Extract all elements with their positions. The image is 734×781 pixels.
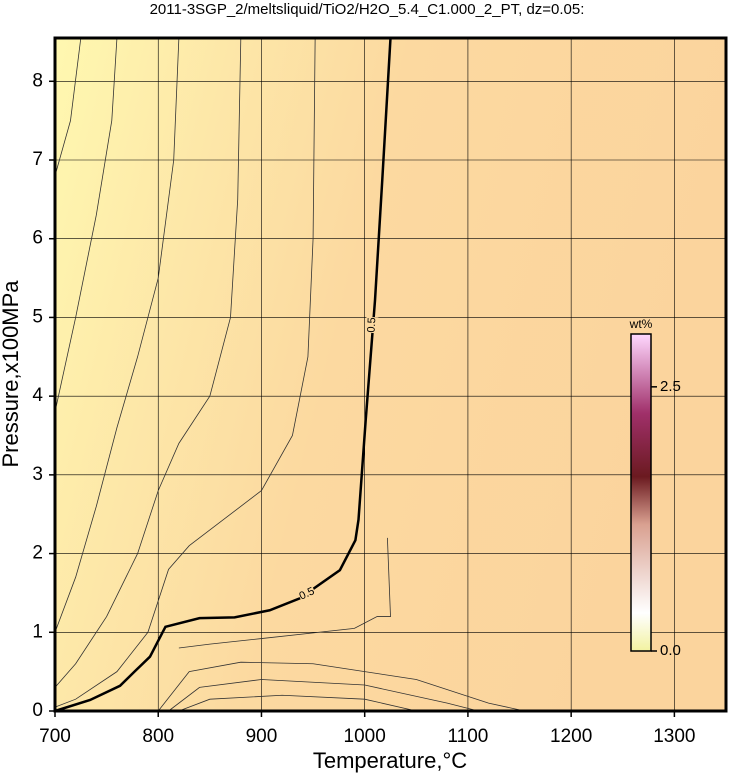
contour-label-bg (365, 316, 379, 334)
contour-line (54, 37, 242, 688)
contour-line (157, 661, 525, 712)
y-tick-label: 1 (32, 621, 43, 642)
colorbar-tick-label: 2.5 (660, 378, 681, 395)
contour-line (178, 694, 417, 712)
contour-line (54, 37, 180, 633)
contour-label-bg (297, 585, 317, 603)
x-axis-label: Temperature,°C (313, 748, 467, 773)
plot: 0.5 0.5 (54, 37, 726, 713)
x-tick-label: 1200 (550, 726, 592, 747)
contour-line (54, 37, 392, 713)
x-tick-label: 800 (142, 726, 174, 747)
y-tick-label: 0 (32, 700, 43, 721)
y-tick-label: 6 (32, 228, 43, 249)
chart-title: 2011-3SGP_2/meltsliquid/TiO2/H2O_5.4_C1.… (150, 1, 585, 18)
x-tick-label: 1300 (653, 726, 695, 747)
y-tick-label: 8 (32, 70, 43, 91)
x-tick-label: 900 (246, 726, 278, 747)
contour-line (54, 37, 82, 176)
plot-frame (53, 36, 728, 713)
y-axis-label: Pressure,x100MPa (0, 280, 23, 468)
y-tick-label: 3 (32, 464, 43, 485)
plot-background (55, 38, 726, 711)
x-tick-label: 700 (39, 726, 71, 747)
y-tick-label: 5 (32, 306, 43, 327)
colorbar (630, 333, 652, 652)
y-tick-label: 4 (32, 385, 43, 406)
contour-line (54, 37, 118, 412)
contour-line (168, 679, 479, 712)
y-tick-label: 7 (32, 149, 43, 170)
colorbar-tick-label: 0.0 (660, 642, 681, 659)
contour-label: 0.5 (366, 317, 379, 333)
x-tick-label: 1100 (447, 726, 488, 747)
x-tick-label: 1000 (344, 726, 386, 747)
y-tick-label: 2 (32, 543, 43, 564)
contour-line (54, 37, 316, 708)
colorbar-label: wt% (629, 317, 653, 331)
contour-line (178, 537, 391, 649)
contour-label: 0.5 (297, 585, 316, 602)
